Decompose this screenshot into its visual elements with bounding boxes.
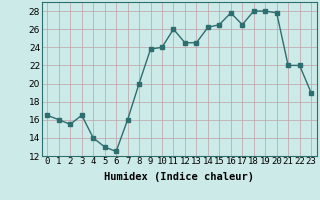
X-axis label: Humidex (Indice chaleur): Humidex (Indice chaleur) <box>104 172 254 182</box>
